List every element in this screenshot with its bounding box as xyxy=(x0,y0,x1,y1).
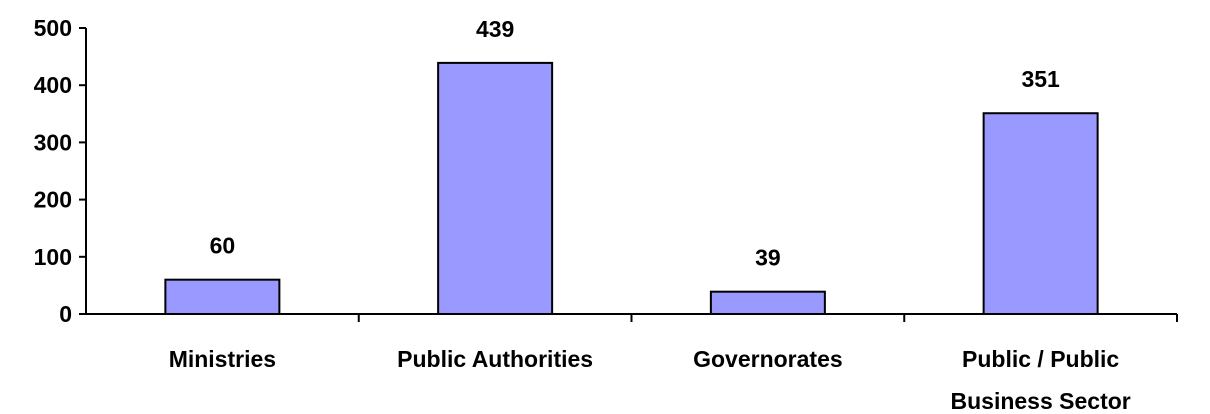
bars xyxy=(164,61,1099,315)
y-tick-label: 100 xyxy=(34,244,72,270)
data-labels: 60 439 39 351 xyxy=(210,16,1060,271)
data-label: 60 xyxy=(210,233,236,259)
bar xyxy=(982,112,1099,315)
y-axis: 0 100 200 300 400 500 xyxy=(34,15,87,327)
y-tick-label: 300 xyxy=(34,129,72,155)
data-label: 351 xyxy=(1021,66,1060,92)
category-label: Business Sector xyxy=(951,388,1131,414)
y-tick-label: 400 xyxy=(34,72,72,98)
bar xyxy=(164,278,281,315)
data-label: 39 xyxy=(755,245,781,271)
category-label: Ministries xyxy=(169,346,276,372)
x-axis xyxy=(86,313,1178,322)
category-labels: Ministries Public Authorities Governorates… xyxy=(169,346,1131,414)
bar xyxy=(709,290,826,315)
y-tick-label: 0 xyxy=(59,301,72,327)
bar xyxy=(437,61,554,315)
y-tick-label: 200 xyxy=(34,187,72,213)
category-label: Governorates xyxy=(693,346,843,372)
y-tick-label: 500 xyxy=(34,15,72,41)
data-label: 439 xyxy=(476,16,514,42)
category-label: Public / Public xyxy=(962,346,1119,372)
category-label: Public Authorities xyxy=(397,346,593,372)
